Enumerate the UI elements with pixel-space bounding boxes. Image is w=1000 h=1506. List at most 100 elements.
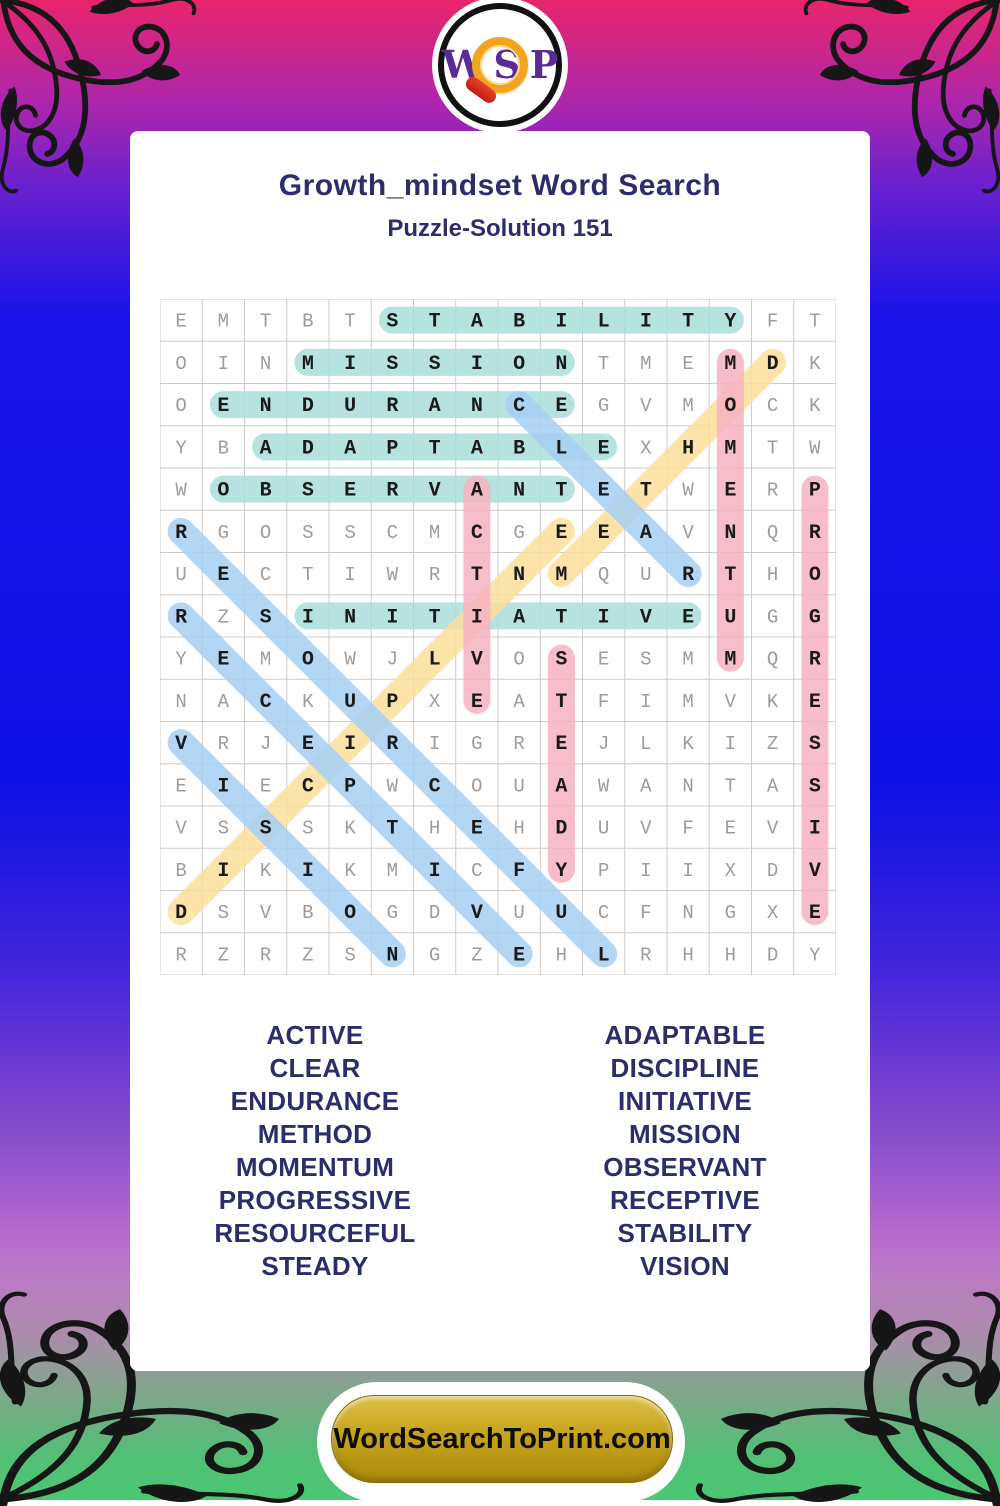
grid-cell-letter: A [767, 775, 779, 797]
grid-cell-letter: B [302, 902, 313, 924]
grid-cell-letter: N [682, 902, 693, 924]
grid-cell-letter: S [218, 818, 229, 840]
grid-cell-letter: I [598, 606, 610, 629]
grid-cell-letter: R [175, 944, 186, 966]
grid-cell-letter: T [767, 437, 778, 459]
word-list-item: MOMENTUM [235, 1152, 395, 1182]
grid-cell-letter: O [175, 395, 186, 417]
grid-cell-letter: I [344, 353, 356, 376]
grid-cell-letter: T [725, 775, 736, 797]
word-list-left: ACTIVE CLEAR ENDURANCE METHOD MOMENTUM PROGRE… [130, 1019, 500, 1283]
grid-cell-letter: G [767, 606, 778, 628]
grid-cell-letter: C [429, 775, 441, 798]
grid-cell-letter: G [429, 944, 440, 966]
grid-cell-letter: R [767, 480, 778, 502]
grid-cell-letter: X [640, 437, 652, 459]
grid-cell-letter: D [555, 818, 567, 841]
grid-cell-letter: V [429, 480, 441, 503]
grid-cell-letter: D [302, 395, 314, 418]
grid-cell-letter: E [471, 818, 483, 841]
grid-cell-letter: O [724, 395, 736, 418]
grid-cell-letter: M [260, 649, 271, 671]
grid-cell-letter: M [682, 691, 693, 713]
grid-cell-letter: C [387, 522, 398, 544]
grid-cell-letter: M [218, 311, 229, 333]
grid-cell-letter: S [344, 522, 355, 544]
page-title: Growth_mindset Word Search [278, 169, 722, 202]
grid-cell-letter: S [555, 649, 567, 672]
grid-cell-letter: R [218, 733, 229, 755]
grid-cell-letter: M [555, 564, 567, 587]
grid-cell-letter: A [218, 691, 230, 713]
grid-cell-letter: R [386, 480, 398, 503]
grid-cell-letter: N [260, 353, 271, 375]
word-list-item: VISION [640, 1251, 730, 1281]
grid-cell-letter: E [555, 395, 567, 418]
grid-cell-letter: I [640, 311, 652, 334]
grid-cell-letter: J [387, 649, 398, 671]
grid-cell-letter: E [555, 733, 567, 756]
grid-cell-letter: E [471, 691, 483, 714]
grid-cell-letter: U [598, 818, 609, 840]
grid-cell-letter: A [471, 437, 483, 460]
grid-cell-letter: S [386, 311, 398, 334]
grid-cell-letter: I [217, 860, 229, 883]
grid-cell-letter: M [724, 649, 736, 672]
grid-cell-letter: T [640, 480, 652, 503]
grid-cell-letter: A [429, 395, 441, 418]
grid-cell-letter: S [809, 733, 821, 756]
grid-cell-letter: D [767, 860, 778, 882]
grid-cell-letter: M [640, 353, 651, 375]
grid-cell-letter: Y [809, 944, 821, 966]
grid-cell-letter: I [217, 775, 229, 798]
grid-cell-letter: Z [767, 733, 778, 755]
grid-cell-letter: T [429, 606, 441, 629]
grid-cell-letter: I [809, 818, 821, 841]
grid-cell-letter: K [302, 691, 314, 713]
grid-cell-letter: S [302, 522, 313, 544]
grid-cell-letter: E [302, 733, 314, 756]
grid-cell-letter: T [555, 480, 567, 503]
grid-cell-letter: R [640, 944, 651, 966]
grid-cell-letter: G [387, 902, 398, 924]
grid-cell-letter: E [217, 564, 229, 587]
grid-cell-letter: W [175, 480, 187, 502]
grid-cell-letter: D [429, 902, 440, 924]
word-list-item: RECEPTIVE [609, 1185, 761, 1215]
grid-cell-letter: H [513, 818, 524, 840]
grid-cell-letter: T [344, 311, 355, 333]
grid-cell-letter: Z [218, 944, 229, 966]
word-list-item: ENDURANCE [230, 1086, 400, 1116]
grid-cell-letter: O [217, 480, 229, 503]
grid-cell-letter: V [175, 733, 187, 756]
grid-cell-letter: U [344, 691, 356, 714]
highlight-band-clear [505, 391, 702, 588]
grid-cell-letter: K [260, 860, 272, 882]
grid-cell-letter: R [386, 395, 398, 418]
grid-cell-letter: J [260, 733, 271, 755]
grid-cell-letter: E [175, 775, 186, 797]
grid-cell-letter: A [344, 437, 356, 460]
grid-cell-letter: Z [218, 606, 229, 628]
grid-cell-letter: I [429, 733, 440, 755]
grid-cell-letter: M [682, 395, 693, 417]
grid-cell-letter: I [386, 606, 398, 629]
grid-cell-letter: O [471, 775, 482, 797]
grid-cell-letter: B [302, 311, 313, 333]
grid-cell-letter: T [429, 311, 441, 334]
grid-cell-letter: T [386, 818, 398, 841]
grid-cell-letter: O [175, 353, 186, 375]
page-subtitle: Puzzle-Solution 151 [387, 215, 613, 242]
grid-cell-letter: V [471, 902, 483, 925]
grid-cell-letter: V [809, 860, 821, 883]
grid-cell-letter: F [598, 691, 609, 713]
grid-cell-letter: O [513, 353, 525, 376]
grid-cell-letter: W [387, 564, 399, 586]
grid-cell-letter: F [682, 818, 693, 840]
grid-cell-letter: T [260, 311, 271, 333]
site-button[interactable]: WordSearchToPrint.com [331, 1395, 673, 1483]
grid-cell-letter: E [513, 944, 525, 967]
grid-cell-letter: R [809, 649, 821, 672]
word-list-right: ADAPTABLE DISCIPLINE INITIATIVE MISSION OBSE… [500, 1019, 870, 1283]
grid-cell-letter: E [809, 902, 821, 925]
